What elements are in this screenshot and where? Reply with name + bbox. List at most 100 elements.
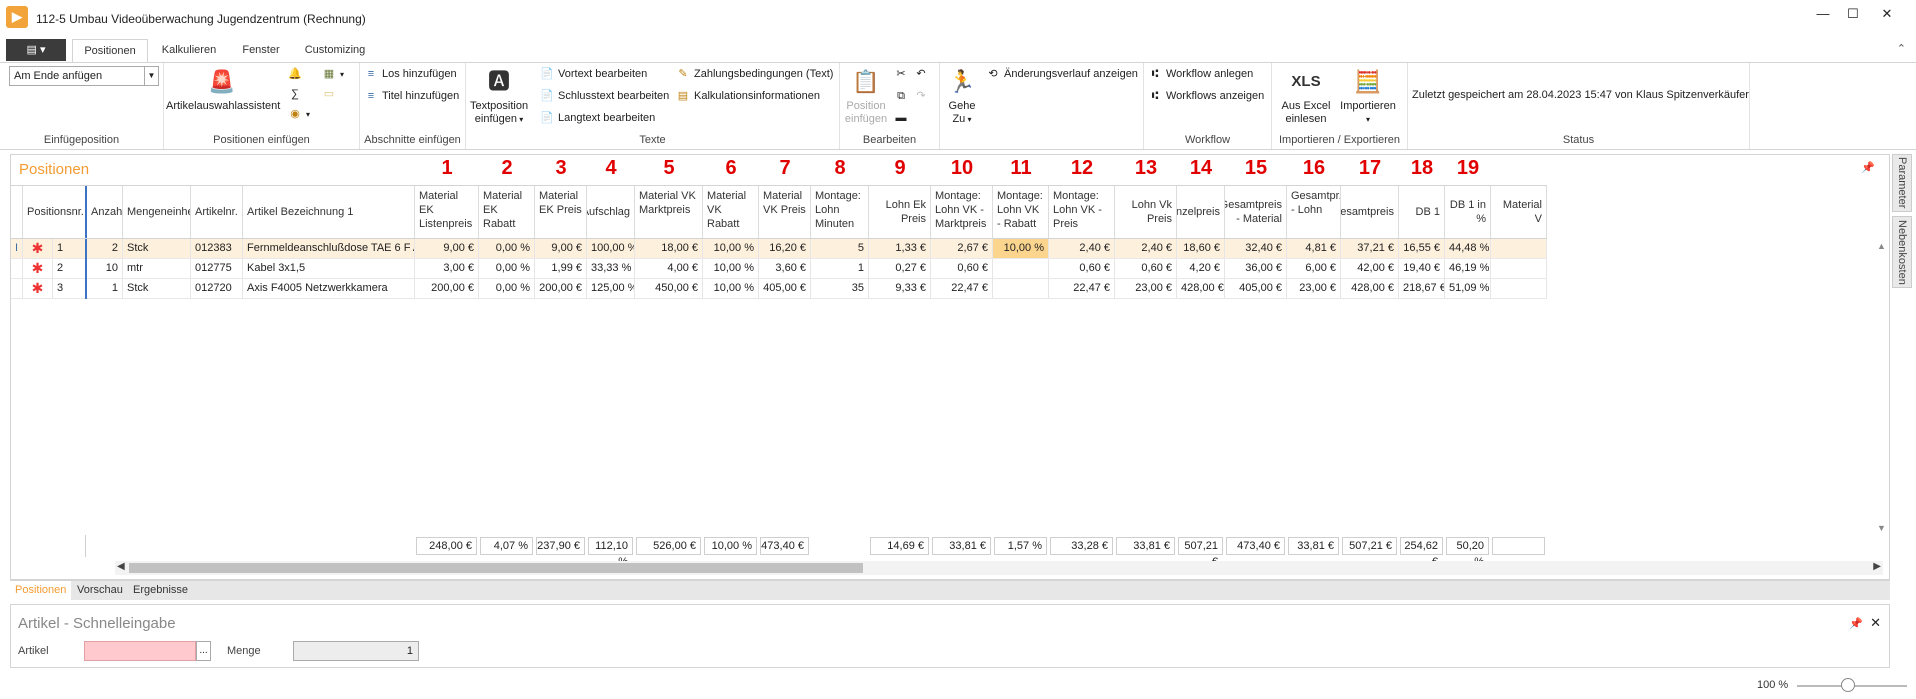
- table-cell[interactable]: 23,00 €: [1287, 279, 1341, 298]
- table-cell[interactable]: [1491, 259, 1547, 278]
- table-cell[interactable]: 012383: [191, 239, 243, 258]
- bottom-tab-positionen[interactable]: Positionen: [10, 581, 72, 600]
- table-cell[interactable]: 18,60 €: [1177, 239, 1225, 258]
- horizontal-scrollbar[interactable]: ◀ ▶: [115, 561, 1883, 575]
- table-cell[interactable]: 1,99 €: [535, 259, 587, 278]
- table-cell[interactable]: 450,00 €: [635, 279, 703, 298]
- table-row[interactable]: ✱ 3 1 Stck 012720 Axis F4005 Netzwerkkamera 20…: [11, 279, 1547, 299]
- column-header[interactable]: Artikel Bezeichnung 1: [243, 186, 415, 238]
- position-insert-button[interactable]: 📋 Position einfügen: [842, 67, 890, 126]
- table-cell[interactable]: 405,00 €: [1225, 279, 1287, 298]
- table-cell[interactable]: 2,40 €: [1115, 239, 1177, 258]
- table-row[interactable]: I ✱ 1 2 Stck 012383 Fernmeldeanschlußdose TAE …: [11, 239, 1547, 259]
- table-cell[interactable]: 9,00 €: [415, 239, 479, 258]
- table-cell[interactable]: 16,55 €: [1399, 239, 1445, 258]
- table-cell[interactable]: 16,20 €: [759, 239, 811, 258]
- side-tab-parameter[interactable]: Parameter: [1892, 154, 1912, 212]
- column-header[interactable]: Anzahl: [87, 186, 123, 238]
- scroll-left-icon[interactable]: ◀: [117, 561, 125, 572]
- table-cell[interactable]: 10,00 %: [703, 259, 759, 278]
- bottom-tab-vorschau[interactable]: Vorschau: [77, 584, 123, 596]
- delete-icon[interactable]: ▬: [895, 112, 907, 124]
- table-cell[interactable]: 6,00 €: [1287, 259, 1341, 278]
- table-cell[interactable]: Fernmeldeanschlußdose TAE 6 F AP: [243, 239, 415, 258]
- column-header[interactable]: DB 1: [1399, 186, 1445, 238]
- column-header[interactable]: DB 1 in %: [1445, 186, 1491, 238]
- change-history-button[interactable]: ⟲ Änderungsverlauf anzeigen: [986, 67, 1138, 81]
- table-cell[interactable]: 0,27 €: [869, 259, 931, 278]
- table-cell[interactable]: 428,00 €: [1341, 279, 1399, 298]
- add-title-button[interactable]: ≡ Titel hinzufügen: [364, 89, 459, 103]
- article-wizard-button[interactable]: 🚨 Artikelauswahlassistent: [166, 67, 280, 113]
- column-header[interactable]: Material EK Rabatt: [479, 186, 535, 238]
- table-cell[interactable]: 42,00 €: [1341, 259, 1399, 278]
- table-cell[interactable]: 0,00 %: [479, 279, 535, 298]
- table-cell[interactable]: 2: [87, 239, 123, 258]
- table-cell[interactable]: 1: [811, 259, 869, 278]
- column-header[interactable]: Material VK Preis: [759, 186, 811, 238]
- column-header[interactable]: Gesamtpreis: [1341, 186, 1399, 238]
- table-cell[interactable]: 100,00 %: [587, 239, 635, 258]
- table-cell[interactable]: 10,00 %: [993, 239, 1049, 258]
- table-cell[interactable]: 3: [53, 279, 87, 298]
- table-cell[interactable]: 2,40 €: [1049, 239, 1115, 258]
- table-cell[interactable]: 4,81 €: [1287, 239, 1341, 258]
- edit-closing-text-button[interactable]: 📄 Schlusstext bearbeiten: [540, 89, 669, 103]
- column-header[interactable]: Gesamtpr... - Lohn: [1287, 186, 1341, 238]
- table-cell[interactable]: 012720: [191, 279, 243, 298]
- undo-icon[interactable]: ↶: [916, 68, 926, 80]
- table-cell[interactable]: 012775: [191, 259, 243, 278]
- insert-block-icon[interactable]: ▦ ▾: [323, 68, 345, 80]
- scroll-down-icon[interactable]: ▼: [1877, 523, 1886, 533]
- column-header[interactable]: Gesamtpreis - Material: [1225, 186, 1287, 238]
- scrollbar-thumb[interactable]: [129, 563, 863, 573]
- table-cell[interactable]: 10,00 %: [703, 239, 759, 258]
- tab-customizing[interactable]: Customizing: [304, 44, 366, 56]
- add-lot-button[interactable]: ≡ Los hinzufügen: [364, 67, 457, 81]
- table-cell[interactable]: 18,00 €: [635, 239, 703, 258]
- table-cell[interactable]: 22,47 €: [931, 279, 993, 298]
- table-cell[interactable]: Stck: [123, 239, 191, 258]
- tab-positionen[interactable]: Positionen: [72, 39, 148, 62]
- table-cell[interactable]: 22,47 €: [1049, 279, 1115, 298]
- copy-icon[interactable]: ⧉: [897, 90, 905, 102]
- collapse-ribbon-icon[interactable]: ⌃: [1896, 43, 1906, 55]
- table-cell[interactable]: 46,19 %: [1445, 259, 1491, 278]
- goto-button[interactable]: 🏃 Gehe Zu ▾: [942, 67, 982, 126]
- table-cell[interactable]: [1491, 279, 1547, 298]
- table-cell[interactable]: 1: [87, 279, 123, 298]
- edit-longtext-button[interactable]: 📄 Langtext bearbeiten: [540, 111, 655, 125]
- table-cell[interactable]: 44,48 %: [1445, 239, 1491, 258]
- table-cell[interactable]: 3,00 €: [415, 259, 479, 278]
- column-header[interactable]: Material EK Preis: [535, 186, 587, 238]
- sum-icon[interactable]: ∑: [291, 88, 299, 100]
- table-cell[interactable]: 32,40 €: [1225, 239, 1287, 258]
- column-header[interactable]: Einzelpreis: [1177, 186, 1225, 238]
- insert-position-select[interactable]: Am Ende anfügen ▼: [9, 66, 159, 86]
- table-cell[interactable]: [1491, 239, 1547, 258]
- table-cell[interactable]: 125,00 %: [587, 279, 635, 298]
- vertical-scrollbar[interactable]: ▲ ▼: [1873, 239, 1889, 535]
- table-cell[interactable]: Kabel 3x1,5: [243, 259, 415, 278]
- column-header[interactable]: Montage: Lohn VK - Preis: [1049, 186, 1115, 238]
- table-cell[interactable]: 19,40 €: [1399, 259, 1445, 278]
- import-button[interactable]: 🧮 Importieren ▾: [1336, 67, 1400, 126]
- table-cell[interactable]: 0,60 €: [931, 259, 993, 278]
- text-position-button[interactable]: 🅰 Textposition einfügen ▾: [470, 69, 529, 125]
- table-cell[interactable]: 36,00 €: [1225, 259, 1287, 278]
- table-cell[interactable]: 5: [811, 239, 869, 258]
- column-header[interactable]: Positionsnr.: [23, 186, 87, 238]
- table-cell[interactable]: 9,00 €: [535, 239, 587, 258]
- table-cell[interactable]: 1: [53, 239, 87, 258]
- tab-fenster[interactable]: Fenster: [242, 44, 280, 56]
- column-header[interactable]: Material V: [1491, 186, 1547, 238]
- table-cell[interactable]: 37,21 €: [1341, 239, 1399, 258]
- redo-icon[interactable]: ↷: [916, 90, 926, 102]
- table-cell[interactable]: 2: [53, 259, 87, 278]
- column-header[interactable]: Montage: Lohn VK - Rabatt: [993, 186, 1049, 238]
- scroll-up-icon[interactable]: ▲: [1877, 241, 1886, 251]
- table-cell[interactable]: 218,67 €: [1399, 279, 1445, 298]
- artikel-input[interactable]: [84, 641, 196, 661]
- column-header[interactable]: Mengeneinheit: [123, 186, 191, 238]
- column-header[interactable]: Montage: Lohn Minuten: [811, 186, 869, 238]
